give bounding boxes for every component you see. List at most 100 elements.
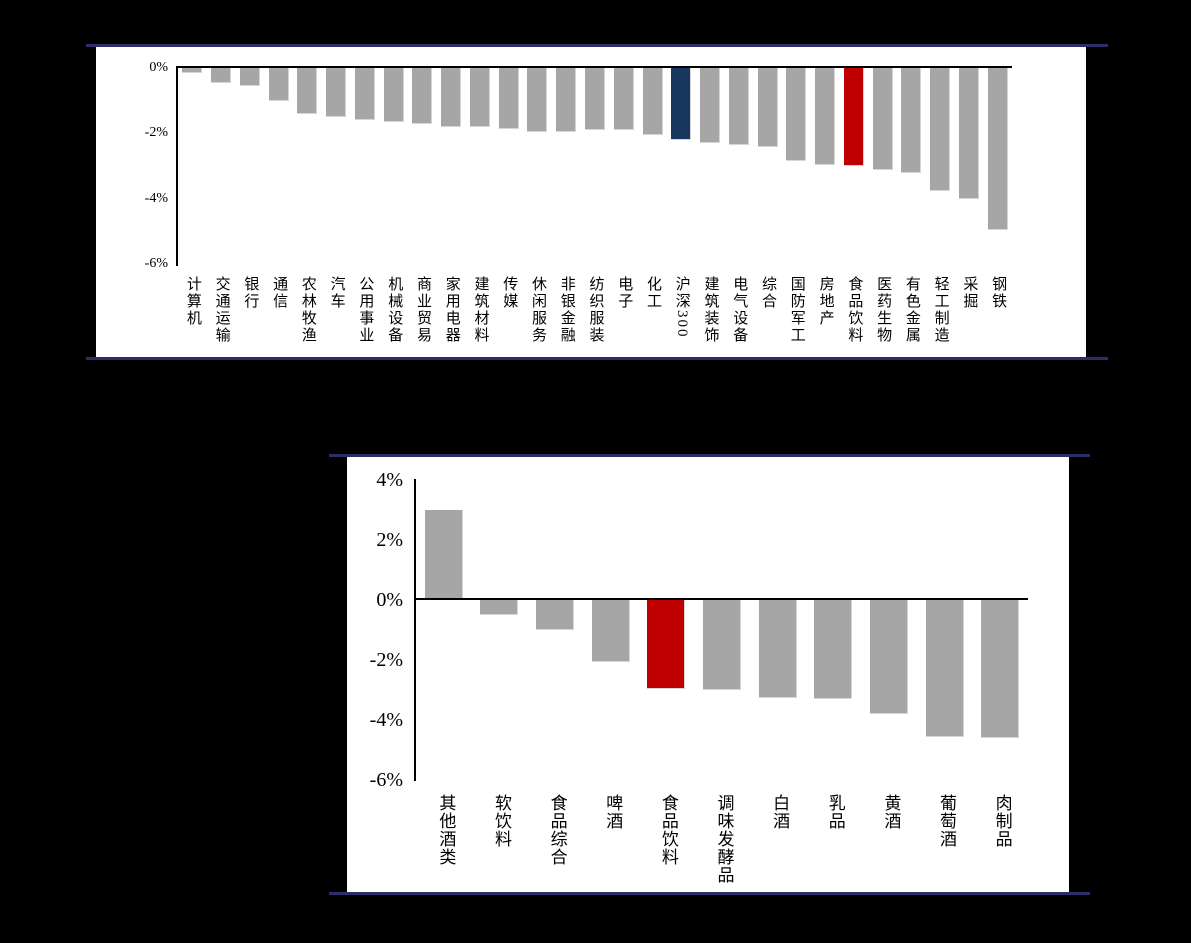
bar [498, 68, 519, 129]
y-tick-label: -4% [369, 708, 403, 731]
x-category-label: 采掘 [961, 276, 978, 310]
y-tick-label: 0% [376, 588, 403, 611]
x-category-label: 机械设备 [386, 276, 403, 344]
bar [239, 68, 260, 86]
x-category-label: 家用电器 [443, 276, 460, 344]
food-beverage-chart-panel: 其他酒类 软饮料 食品综合 啤酒 食品饮料 调味发酵品 白酒 乳品 黄酒 葡萄酒 肉制品 4% 2% 0%… [347, 457, 1069, 892]
y-axis-line [176, 67, 178, 266]
zero-baseline [414, 598, 1028, 600]
x-category-label: 综合 [760, 276, 777, 310]
bar [536, 600, 575, 630]
x-category-label: 计算机 [184, 276, 201, 327]
divider-rule-bottom-1 [86, 357, 1108, 360]
bar [182, 68, 203, 73]
y-tick-label: 0% [149, 59, 168, 75]
x-category-label: 建筑材料 [472, 276, 489, 344]
x-category-label: 传媒 [501, 276, 518, 310]
x-category-label: 电气设备 [731, 276, 748, 344]
food-beverage-subsector-bar-chart: 其他酒类 软饮料 食品综合 啤酒 食品饮料 调味发酵品 白酒 乳品 黄酒 葡萄酒 肉制品 4% 2% 0%… [347, 457, 1069, 892]
industry-weekly-change-bar-chart: 计算机 交通运输 银行 通信 农林牧渔 汽车 公用事业 机械设备 商业贸易 家用电器 建筑材料 传媒休… [96, 47, 1086, 357]
x-category-label: 黄酒 [881, 794, 901, 830]
x-category-label: 肉制品 [992, 794, 1012, 848]
bar [930, 68, 951, 191]
bar [613, 68, 634, 131]
zero-baseline [176, 66, 1012, 68]
x-category-label: 商业贸易 [414, 276, 431, 344]
x-category-label: 食品饮料 [658, 794, 678, 866]
bar [469, 68, 490, 127]
x-category-label: 非银金融 [558, 276, 575, 344]
bar [268, 68, 289, 101]
bar [757, 68, 778, 147]
bar [527, 68, 548, 132]
bar [441, 68, 462, 127]
bar [383, 68, 404, 123]
bar-csi300-benchmark [671, 68, 692, 141]
x-category-label: 啤酒 [603, 794, 623, 830]
bar [354, 68, 375, 121]
y-tick-label: -6% [369, 768, 403, 791]
divider-rule-top-1 [86, 44, 1108, 47]
x-category-label: 休闲服务 [529, 276, 546, 344]
bar [981, 600, 1020, 738]
x-category-label: 软饮料 [491, 794, 511, 848]
x-category-label: 纺织服装 [587, 276, 604, 344]
x-category-label: 通信 [271, 276, 288, 310]
bar [480, 600, 519, 615]
y-tick-label: -6% [144, 256, 168, 272]
x-category-label: 汽车 [328, 276, 345, 310]
bar [424, 510, 463, 600]
x-category-label: 医药生物 [875, 276, 892, 344]
bar [700, 68, 721, 144]
x-category-label: 建筑装饰 [702, 276, 719, 344]
bar [987, 68, 1008, 231]
x-category-label: 其他酒类 [436, 794, 456, 866]
y-tick-label: -2% [369, 648, 403, 671]
y-tick-label: -4% [144, 190, 168, 206]
y-axis-line [414, 479, 416, 781]
x-category-label: 食品饮料 [846, 276, 863, 344]
bar [728, 68, 749, 145]
bar [556, 68, 577, 132]
x-category-label: 轻工制造 [932, 276, 949, 344]
x-category-label: 交通运输 [213, 276, 230, 344]
x-category-label: 公用事业 [357, 276, 374, 344]
x-category-label: 国防军工 [788, 276, 805, 344]
bar [591, 600, 630, 662]
x-category-label: 房地产 [817, 276, 834, 327]
x-category-label: 电子 [616, 276, 633, 310]
bar-food-beverage-highlight [647, 600, 686, 689]
bar [211, 68, 232, 83]
x-category-label: 调味发酵品 [714, 794, 734, 884]
x-category-label: 乳品 [825, 794, 845, 830]
divider-rule-bottom-2 [329, 892, 1090, 895]
bar [758, 600, 797, 698]
bar [925, 600, 964, 737]
y-tick-label: 4% [376, 468, 403, 491]
x-category-label: 沪深300 [673, 276, 690, 339]
x-category-label: 白酒 [770, 794, 790, 830]
bar [869, 600, 908, 714]
x-category-label: 化工 [645, 276, 662, 310]
x-category-label: 有色金属 [903, 276, 920, 344]
x-category-label: 农林牧渔 [299, 276, 316, 344]
bar [326, 68, 347, 118]
x-category-label: 钢铁 [990, 276, 1007, 310]
x-category-label: 食品综合 [547, 794, 567, 866]
bar [815, 68, 836, 165]
y-tick-label: 2% [376, 528, 403, 551]
bar [786, 68, 807, 162]
industry-chart-panel: 计算机 交通运输 银行 通信 农林牧渔 汽车 公用事业 机械设备 商业贸易 家用电器 建筑材料 传媒休… [96, 47, 1086, 357]
bar [901, 68, 922, 173]
y-tick-label: -2% [144, 125, 168, 141]
bar [703, 600, 741, 690]
bar [872, 68, 893, 170]
bar [814, 600, 853, 699]
bar [642, 68, 663, 136]
bar [412, 68, 433, 124]
x-category-label: 葡萄酒 [937, 794, 957, 848]
bar-food-beverage-highlight [843, 68, 864, 167]
divider-rule-top-2 [329, 454, 1090, 457]
bar [297, 68, 318, 114]
